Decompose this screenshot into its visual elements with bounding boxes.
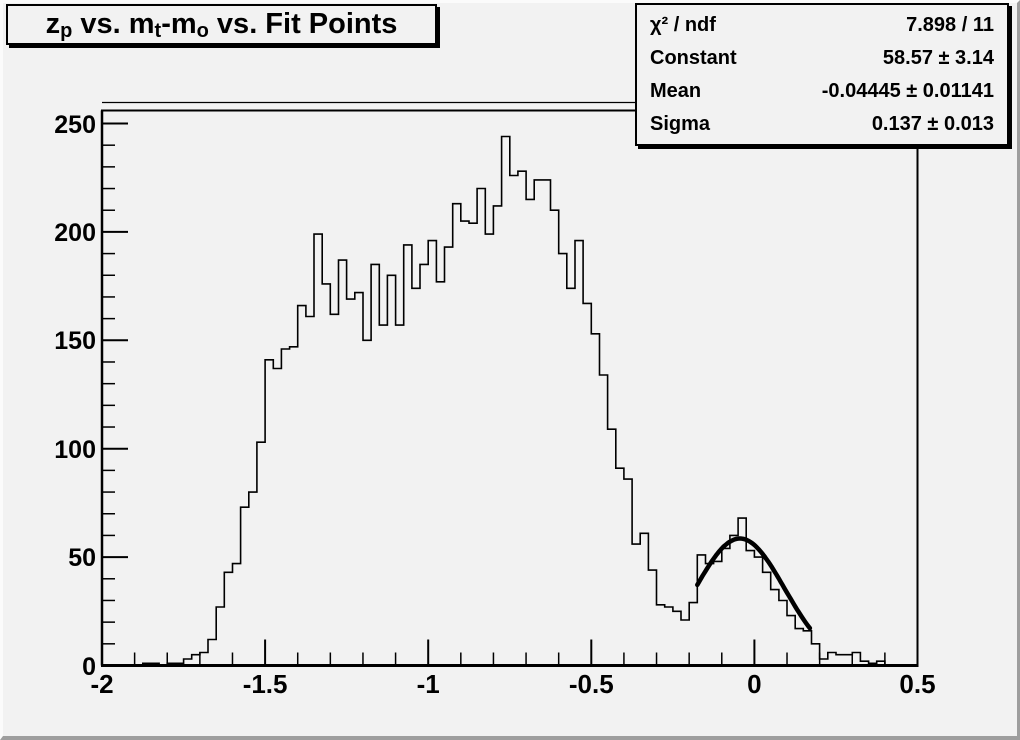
stat-label: χ² / ndf — [650, 13, 716, 36]
y-tick-label: 200 — [54, 218, 96, 247]
x-tick-label: 0 — [747, 669, 762, 699]
stat-label: Constant — [650, 46, 737, 69]
stats-row: Constant 58.57 ± 3.14 — [637, 48, 1007, 68]
stat-value: 0.137 ± 0.013 — [871, 113, 994, 136]
title-text: z — [45, 8, 61, 40]
x-tick-label: -2 — [90, 669, 114, 699]
stat-value: 7.898 / 11 — [906, 13, 994, 36]
y-tick-label: 250 — [54, 110, 96, 139]
fit-curve — [695, 536, 813, 631]
x-tick-label: -1 — [416, 669, 440, 699]
title-subscript: p — [60, 20, 73, 42]
title-subscript: t — [154, 20, 162, 42]
y-tick-label: 100 — [54, 435, 96, 464]
x-tick-label: -1.5 — [242, 669, 288, 699]
title-text: vs. Fit Points — [208, 8, 398, 40]
y-tick-label: 0 — [82, 652, 96, 681]
stat-label: Sigma — [650, 113, 711, 136]
stat-label: Mean — [650, 80, 702, 103]
y-tick-label: 150 — [54, 327, 96, 356]
stats-row: Sigma 0.137 ± 0.013 — [637, 114, 1007, 134]
x-tick-label: 0.5 — [899, 669, 936, 699]
stat-value: 58.57 ± 3.14 — [882, 46, 994, 69]
stats-row: χ² / ndf 7.898 / 11 — [637, 15, 1007, 35]
title-text: -m — [161, 8, 197, 40]
title-subscript: o — [196, 20, 209, 42]
y-tick-label: 50 — [68, 544, 96, 573]
stats-row: Mean -0.04445 ± 0.01141 — [637, 81, 1007, 101]
histogram-outline — [102, 135, 918, 667]
stat-value: -0.04445 ± 0.01141 — [821, 80, 994, 103]
x-tick-label: -0.5 — [568, 669, 614, 699]
title-text: vs. m — [72, 8, 155, 40]
stats-pave: χ² / ndf 7.898 / 11 Constant 58.57 ± 3.1… — [635, 3, 1009, 146]
